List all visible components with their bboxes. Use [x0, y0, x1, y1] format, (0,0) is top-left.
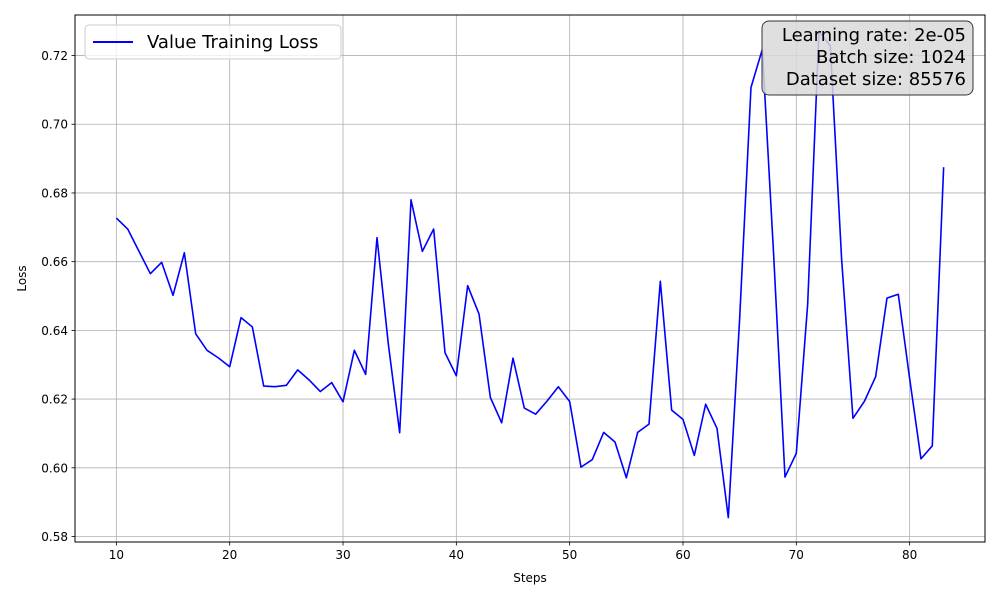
training-info-box: Learning rate: 2e-05 Batch size: 1024 Da…: [761, 20, 974, 96]
y-tick-label: 0.64: [41, 324, 68, 338]
x-tick-label: 30: [335, 548, 350, 562]
y-tick-label: 0.62: [41, 393, 68, 407]
x-tick-label: 70: [789, 548, 804, 562]
x-tick-label: 40: [449, 548, 464, 562]
axis-ticks: 10 20 30 40 50 60 70 80 0.58 0.60 0.62 0.64 0.66 0.68…: [41, 49, 917, 562]
x-tick-label: 20: [222, 548, 237, 562]
y-tick-label: 0.72: [41, 49, 68, 63]
plot-frame: [74, 14, 986, 543]
series-lines: [115, 30, 945, 519]
x-tick-label: 60: [675, 548, 690, 562]
legend: Value Training Loss: [84, 24, 342, 60]
y-tick-label: 0.68: [41, 186, 68, 200]
batch-size-text: Batch size: 1024: [816, 47, 966, 68]
dataset-size-text: Dataset size: 85576: [786, 69, 966, 90]
x-tick-label: 50: [562, 548, 577, 562]
x-axis-label: Steps: [513, 571, 547, 585]
learning-rate-text: Learning rate: 2e-05: [782, 25, 966, 46]
x-tick-label: 10: [109, 548, 124, 562]
y-tick-label: 0.70: [41, 118, 68, 132]
y-axis-label: Loss: [15, 265, 29, 291]
y-tick-label: 0.60: [41, 461, 68, 475]
legend-label: Value Training Loss: [147, 32, 318, 53]
grid: [75, 15, 985, 542]
info-box-background: [761, 20, 974, 96]
series-line: [115, 30, 945, 519]
x-tick-label: 80: [902, 548, 917, 562]
legend-box: [84, 24, 342, 60]
y-tick-label: 0.58: [41, 530, 68, 544]
y-tick-label: 0.66: [41, 255, 68, 269]
